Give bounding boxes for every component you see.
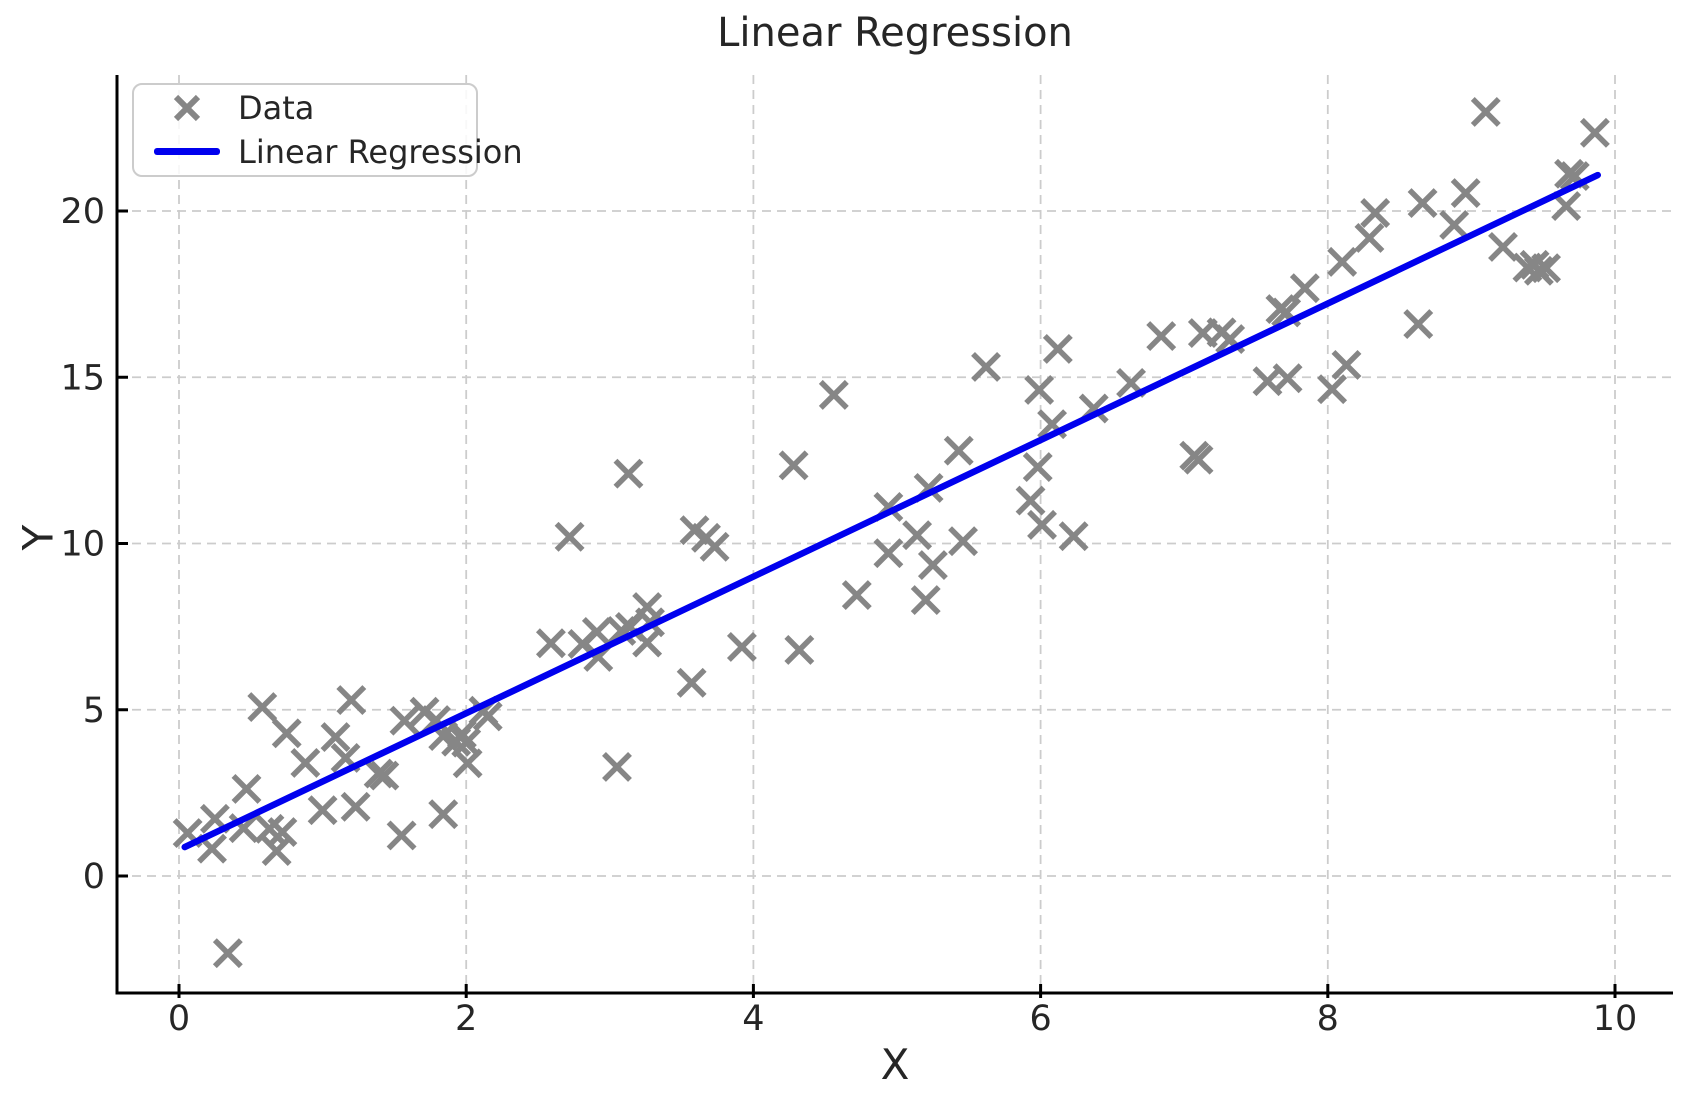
data-point-marker (428, 799, 459, 830)
data-point-marker (1579, 117, 1610, 148)
y-tick-label: 15 (60, 358, 105, 398)
data-point-marker (1317, 374, 1348, 405)
data-point-marker (228, 813, 259, 844)
y-tick-label: 10 (60, 525, 105, 565)
data-point-marker (726, 631, 757, 662)
data-point-marker (446, 719, 477, 749)
data-point-marker (1146, 321, 1177, 351)
data-point-marker (386, 820, 417, 851)
data-point-marker (554, 521, 585, 552)
data-point-marker (1403, 309, 1434, 339)
x-tick-label: 8 (1317, 999, 1339, 1039)
data-point-marker (389, 705, 420, 736)
data-point-marker (873, 538, 904, 569)
data-point-marker (452, 748, 483, 779)
legend-item-data: Data (134, 88, 476, 128)
data-point-marker (290, 748, 321, 778)
regression-line (181, 171, 1602, 851)
x-tick-label: 0 (168, 999, 190, 1039)
y-tick-label: 5 (83, 691, 105, 731)
data-point-marker (212, 938, 243, 969)
data-point-marker (267, 817, 298, 848)
data-point-marker (1015, 485, 1046, 516)
data-point-marker (948, 526, 979, 557)
legend-label-regression: Linear Regression (238, 132, 523, 171)
data-point-marker (1488, 231, 1518, 262)
x-tick-label: 2 (455, 999, 477, 1039)
data-point-marker (1331, 350, 1362, 380)
data-point-marker (581, 617, 612, 647)
data-point-marker (1327, 246, 1358, 277)
legend-label-data: Data (238, 89, 315, 128)
legend-sample (152, 92, 222, 124)
x-tick-label: 6 (1029, 999, 1051, 1039)
data-point-marker (261, 836, 292, 867)
data-point-marker (1027, 509, 1057, 540)
data-point-marker (307, 795, 338, 826)
data-point-marker (535, 628, 566, 659)
y-tick-label: 0 (83, 857, 105, 897)
data-point-marker (340, 791, 371, 822)
chart-title: Linear Regression (717, 10, 1073, 56)
data-point-marker (784, 634, 815, 665)
data-point-marker (1450, 178, 1481, 208)
x-axis-label: X (880, 1040, 910, 1089)
data-point-marker (1272, 363, 1303, 394)
data-point-marker (917, 550, 948, 581)
x-tick-label: 10 (1593, 999, 1638, 1039)
data-point-marker (841, 580, 872, 610)
data-point-marker (602, 751, 632, 782)
data-point-marker (699, 531, 730, 562)
legend-sample (152, 148, 222, 156)
data-point-marker (320, 722, 351, 752)
data-point-marker (1058, 521, 1089, 552)
legend-item-regression: Linear Regression (134, 132, 523, 172)
data-point-marker (1022, 452, 1053, 482)
x-tick-label: 4 (742, 999, 764, 1039)
data-point-marker (1470, 96, 1501, 127)
data-point-marker (369, 760, 400, 791)
data-point-marker (1183, 444, 1214, 475)
data-point-marker (247, 692, 278, 723)
regression-line-sample-icon (154, 148, 220, 156)
data-point-marker (902, 520, 933, 551)
data-point-marker (1531, 253, 1562, 284)
data-point-marker (971, 351, 1001, 382)
data-point-marker (613, 458, 644, 489)
data-point-marker (1407, 188, 1438, 218)
data-point-marker (1289, 273, 1320, 304)
data-point-marker (271, 718, 302, 749)
data-point-marker (1024, 374, 1055, 405)
data-point-marker (606, 616, 637, 646)
data-point-marker (1042, 334, 1073, 364)
data-point-marker (778, 450, 809, 481)
data-point-marker (231, 773, 262, 804)
data-point-marker (1439, 210, 1470, 240)
data-point-marker (676, 667, 707, 698)
x-marker-icon (173, 95, 201, 122)
data-point-marker (910, 585, 941, 615)
data-point-marker (1354, 222, 1385, 253)
y-tick-label: 20 (60, 192, 105, 232)
data-point-marker (1360, 198, 1391, 228)
data-point-marker (336, 685, 367, 716)
legend: Data Linear Regression (132, 83, 523, 177)
data-point-marker (818, 379, 849, 410)
data-point-marker (1523, 255, 1554, 286)
data-point-marker (943, 435, 974, 466)
